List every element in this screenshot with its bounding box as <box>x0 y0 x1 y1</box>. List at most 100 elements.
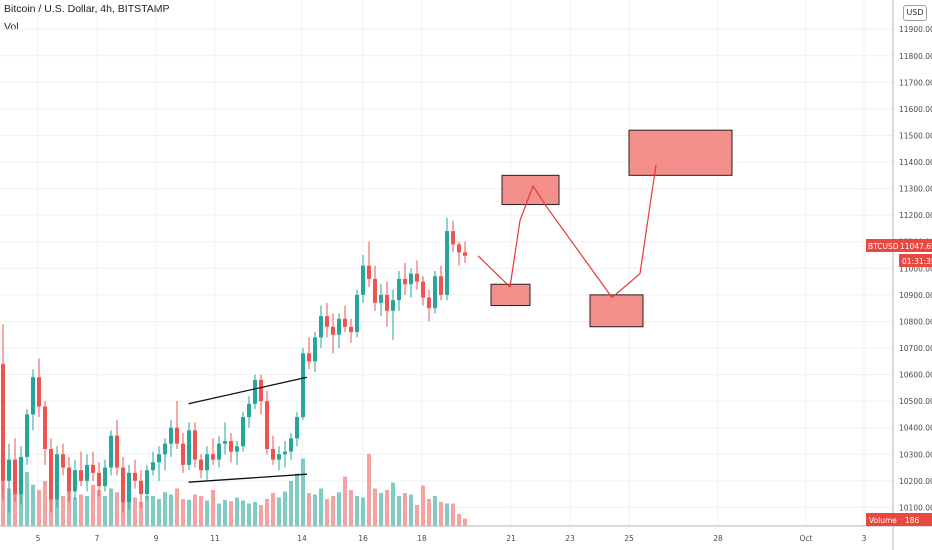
volume-bar <box>37 490 41 526</box>
volume-bar <box>121 499 125 526</box>
volume-bar <box>241 500 245 526</box>
volume-bar <box>361 497 365 526</box>
y-tick-label: 11200.00 <box>899 211 932 220</box>
y-tick-label: 10600.00 <box>899 371 932 380</box>
y-tick-label: 11600.00 <box>899 105 932 114</box>
currency-button[interactable]: USD <box>903 5 927 21</box>
volume-bar <box>223 499 227 526</box>
volume-indicator-label[interactable]: Vol <box>4 21 19 33</box>
volume-bar <box>85 496 89 526</box>
volume-bar <box>337 492 341 526</box>
candle-body <box>427 297 431 309</box>
volume-bar <box>187 499 191 526</box>
candle-body <box>121 467 125 503</box>
candle-body <box>373 278 377 303</box>
candle-body <box>211 454 215 460</box>
volume-bar <box>61 496 65 526</box>
y-tick-label: 11400.00 <box>899 158 932 167</box>
candle-body <box>391 300 395 311</box>
candle-body <box>271 448 275 460</box>
y-tick-label: 10900.00 <box>899 291 932 300</box>
candle-body <box>361 265 365 295</box>
volume-bar <box>199 496 203 526</box>
channel-upper-line <box>188 376 308 405</box>
volume-bar <box>25 472 29 526</box>
volume-bar <box>445 503 449 526</box>
x-tick-label: 9 <box>154 534 159 543</box>
candle-body <box>301 353 305 418</box>
candle-body <box>73 470 77 492</box>
candle-body <box>115 435 119 468</box>
symbol-label: BTCUSD <box>868 242 899 251</box>
x-tick-label: 5 <box>36 534 41 543</box>
y-tick-label: 11300.00 <box>899 185 932 194</box>
candle-body <box>451 231 455 245</box>
y-tick-label: 10700.00 <box>899 344 932 353</box>
candle-body <box>307 353 311 362</box>
candle-body <box>217 443 221 460</box>
volume-bar <box>259 505 263 526</box>
volume-bar <box>325 499 329 526</box>
volume-bar <box>349 490 353 526</box>
volume-bar <box>343 476 347 526</box>
volume-bar <box>55 491 59 526</box>
volume-bar <box>265 499 269 526</box>
candle-body <box>313 337 317 362</box>
candle-body <box>85 464 89 481</box>
candle-body <box>463 252 467 256</box>
volume-bar <box>1 481 5 526</box>
x-tick-label: 7 <box>95 534 100 543</box>
volume-bar <box>319 488 323 526</box>
candle-body <box>169 427 173 444</box>
volume-bar <box>379 493 383 526</box>
y-tick-label: 11000.00 <box>899 264 932 273</box>
candle-body <box>175 427 179 444</box>
candle-body <box>439 276 443 295</box>
chart-annotations <box>188 129 733 483</box>
y-tick-label: 11700.00 <box>899 78 932 87</box>
candle-body <box>253 379 257 404</box>
candle-body <box>241 417 245 447</box>
candle-body <box>31 377 35 415</box>
volume-bar <box>409 494 413 526</box>
candle-body <box>151 462 155 471</box>
x-tick-label: 25 <box>624 534 634 543</box>
candle-body <box>43 406 47 449</box>
candle-body <box>61 454 65 468</box>
candle-body <box>277 454 281 460</box>
volume-bar <box>331 496 335 526</box>
volume-bar <box>403 493 407 526</box>
volume-badge-value: 186 <box>905 516 920 525</box>
candle-body <box>127 472 131 503</box>
volume-bar <box>79 494 83 526</box>
countdown-value: 01:31:35 <box>902 257 932 266</box>
volume-bar <box>175 488 179 526</box>
candle-body <box>247 403 251 418</box>
x-tick-label: 3 <box>862 534 867 543</box>
volume-bar <box>181 499 185 526</box>
volume-bar <box>133 497 137 526</box>
volume-bar <box>439 502 443 526</box>
volume-bar <box>373 488 377 526</box>
volume-bar <box>451 503 455 526</box>
volume-bar <box>271 493 275 526</box>
candle-body <box>349 326 353 333</box>
candle-body <box>199 459 203 471</box>
y-tick-label: 10500.00 <box>899 397 932 406</box>
volume-bar <box>91 484 95 526</box>
candle-body <box>343 318 347 327</box>
volume-bar <box>139 502 143 526</box>
x-tick-label: 11 <box>210 534 220 543</box>
candle-body <box>403 278 407 285</box>
volume-bar <box>247 503 251 526</box>
candle-body <box>103 467 107 487</box>
candle-body <box>181 443 185 465</box>
candle-body <box>13 459 17 495</box>
x-tick-label: 21 <box>506 534 516 543</box>
candle-body <box>205 454 209 471</box>
candle-body <box>223 440 227 444</box>
last-price-value: 11047.65 <box>900 242 932 251</box>
target-zone <box>490 283 531 307</box>
candle-body <box>187 430 191 465</box>
